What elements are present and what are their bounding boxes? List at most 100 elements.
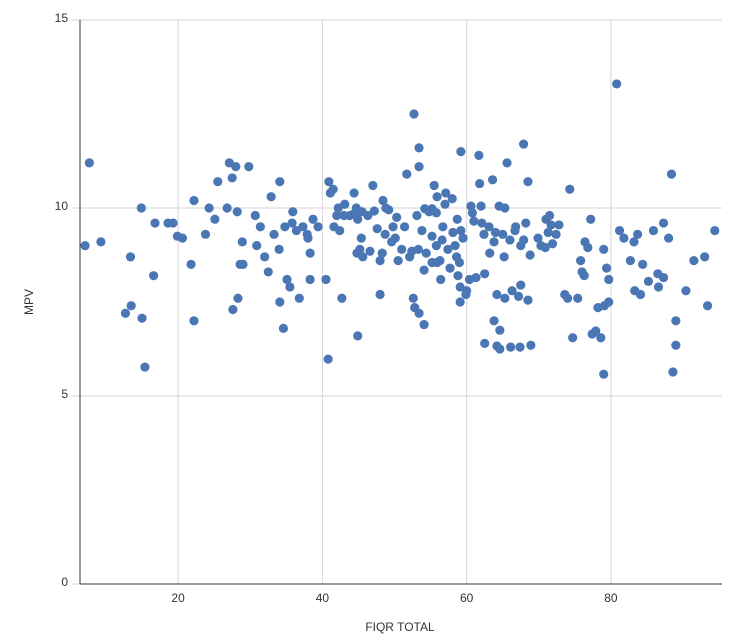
point [274, 244, 284, 254]
point [125, 252, 136, 262]
point [540, 242, 550, 253]
point [511, 222, 521, 232]
point [369, 206, 379, 216]
point [349, 188, 359, 198]
point [120, 308, 131, 318]
point [604, 297, 614, 307]
point [546, 220, 556, 230]
point [372, 224, 382, 234]
point [285, 282, 295, 292]
point [377, 248, 387, 258]
point [513, 291, 524, 301]
point [244, 162, 254, 172]
point [298, 222, 308, 232]
point [710, 225, 720, 236]
point [255, 222, 265, 232]
point [565, 184, 575, 194]
point [506, 342, 516, 352]
point [502, 158, 512, 168]
point [554, 220, 564, 230]
point [455, 297, 465, 307]
point [544, 210, 555, 221]
point [543, 227, 553, 238]
point [668, 367, 678, 377]
point [390, 233, 400, 243]
point [260, 252, 270, 262]
point [400, 222, 410, 232]
point [519, 235, 529, 245]
point [250, 210, 260, 221]
point [515, 342, 525, 352]
point [358, 252, 368, 262]
point [419, 319, 429, 330]
point [498, 229, 508, 239]
point [233, 293, 243, 303]
point [96, 237, 106, 247]
point [335, 225, 345, 236]
point [471, 272, 481, 283]
point [664, 233, 674, 243]
point [438, 222, 448, 232]
point [454, 257, 465, 268]
point [402, 169, 412, 179]
point [227, 173, 237, 183]
point [484, 222, 494, 232]
point [485, 248, 495, 258]
point [84, 158, 94, 168]
point [441, 188, 451, 198]
point [393, 256, 403, 266]
point [505, 235, 515, 245]
point [80, 241, 90, 251]
point [702, 301, 713, 311]
point [384, 205, 394, 215]
point [324, 177, 334, 187]
point [648, 225, 659, 236]
point [448, 227, 458, 238]
point [495, 325, 505, 335]
point [614, 225, 625, 236]
point [429, 180, 439, 191]
point [671, 340, 681, 350]
point [681, 286, 691, 296]
point [340, 199, 350, 209]
point [599, 244, 609, 254]
point [323, 354, 333, 364]
point [489, 316, 499, 326]
point [412, 210, 422, 221]
point [490, 227, 501, 238]
point [625, 256, 635, 266]
point [356, 233, 366, 243]
point [177, 233, 188, 243]
point [638, 259, 648, 269]
point [443, 244, 453, 254]
point [462, 286, 472, 296]
point [447, 194, 457, 204]
point [414, 162, 424, 172]
point [222, 203, 232, 213]
point [237, 237, 247, 247]
point [380, 229, 390, 239]
point [228, 304, 238, 315]
point [419, 265, 429, 275]
point [629, 237, 639, 247]
point [643, 276, 654, 286]
point [474, 150, 484, 160]
point [573, 293, 583, 303]
point [604, 274, 614, 285]
point [397, 244, 407, 254]
point [456, 225, 466, 236]
point [231, 162, 241, 172]
point [440, 199, 450, 209]
point [365, 246, 375, 256]
x-tick-label: 80 [604, 591, 618, 605]
y-tick-label: 5 [61, 387, 68, 401]
point [413, 244, 423, 254]
point [408, 293, 418, 303]
point [599, 369, 609, 379]
point [551, 229, 561, 239]
point [280, 222, 290, 232]
point [445, 263, 455, 273]
point [700, 252, 710, 262]
point [288, 207, 298, 217]
point [523, 177, 533, 187]
